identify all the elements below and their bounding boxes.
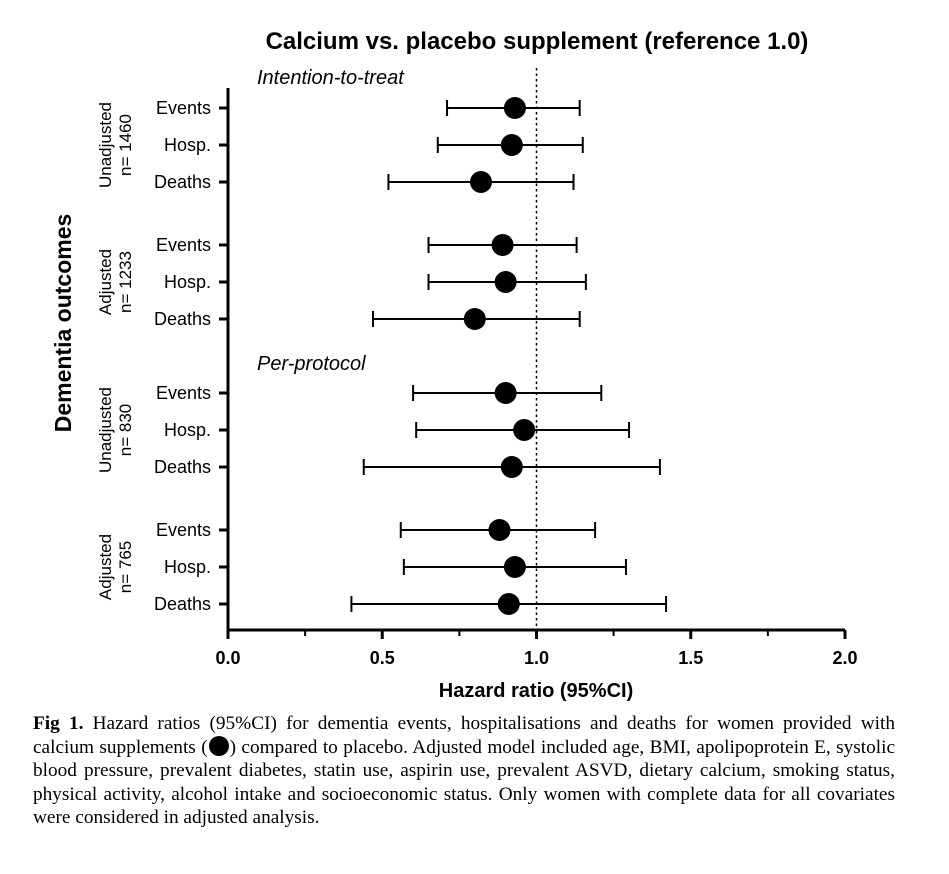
x-tick-label: 1.5: [678, 648, 703, 668]
hazard-ratio-point: [488, 519, 511, 541]
hazard-ratio-point: [497, 593, 520, 615]
outcome-label: Deaths: [154, 172, 211, 192]
outcome-label: Events: [156, 235, 211, 255]
hazard-ratio-point: [494, 382, 517, 404]
x-tick-label: 1.0: [524, 648, 549, 668]
x-tick-label: 2.0: [832, 648, 857, 668]
caption-text-after: ) compared to placebo. Adjusted model in…: [33, 736, 895, 829]
section-label: Per-protocol: [257, 353, 366, 375]
x-tick-label: 0.0: [215, 648, 240, 668]
chart-title: Calcium vs. placebo supplement (referenc…: [266, 28, 809, 55]
outcome-label: Hosp.: [164, 420, 211, 440]
hazard-ratio-point: [491, 234, 514, 256]
group-sample-size: n= 1233: [116, 251, 135, 313]
forest-plot: Calcium vs. placebo supplement (referenc…: [50, 28, 858, 702]
hazard-ratio-point: [500, 134, 523, 156]
outcome-label: Deaths: [154, 309, 211, 329]
hazard-ratio-point: [503, 556, 526, 578]
group-label: Unadjusted: [96, 387, 115, 473]
group-label: Adjusted: [96, 249, 115, 315]
outcome-label: Events: [156, 98, 211, 118]
outcome-label: Events: [156, 520, 211, 540]
hazard-ratio-point: [503, 97, 526, 119]
group-sample-size: n= 830: [116, 404, 135, 456]
plot-area: 0.0 0.5 1.0 1.5 2.0 Intention-to-treat Unadjus…: [96, 67, 858, 668]
hazard-ratio-point: [513, 419, 536, 441]
group-sample-size: n= 765: [116, 541, 135, 593]
y-axis-title: Dementia outcomes: [50, 214, 76, 433]
group-label: Adjusted: [96, 534, 115, 600]
hazard-ratio-point: [469, 171, 492, 193]
group-sample-size: n= 1460: [116, 114, 135, 176]
group-label: Unadjusted: [96, 102, 115, 188]
x-axis-title: Hazard ratio (95%CI): [439, 680, 634, 702]
hazard-ratio-point: [494, 271, 517, 293]
outcome-label: Hosp.: [164, 557, 211, 577]
outcome-label: Hosp.: [164, 135, 211, 155]
dot-symbol-icon: [208, 735, 229, 756]
caption-text-before: Hazard ratios (95%CI) for dementia event…: [33, 713, 896, 758]
outcome-label: Hosp.: [164, 272, 211, 292]
figure-caption: Fig 1. Hazard ratios (95%CI) for dementi…: [33, 712, 895, 830]
hazard-ratio-point: [463, 308, 486, 330]
hazard-ratio-point: [500, 456, 523, 478]
section-label: Intention-to-treat: [257, 67, 405, 89]
outcome-label: Deaths: [154, 594, 211, 614]
outcome-label: Events: [156, 383, 211, 403]
caption-label: Fig 1.: [33, 713, 84, 734]
outcome-label: Deaths: [154, 457, 211, 477]
x-tick-label: 0.5: [370, 648, 395, 668]
